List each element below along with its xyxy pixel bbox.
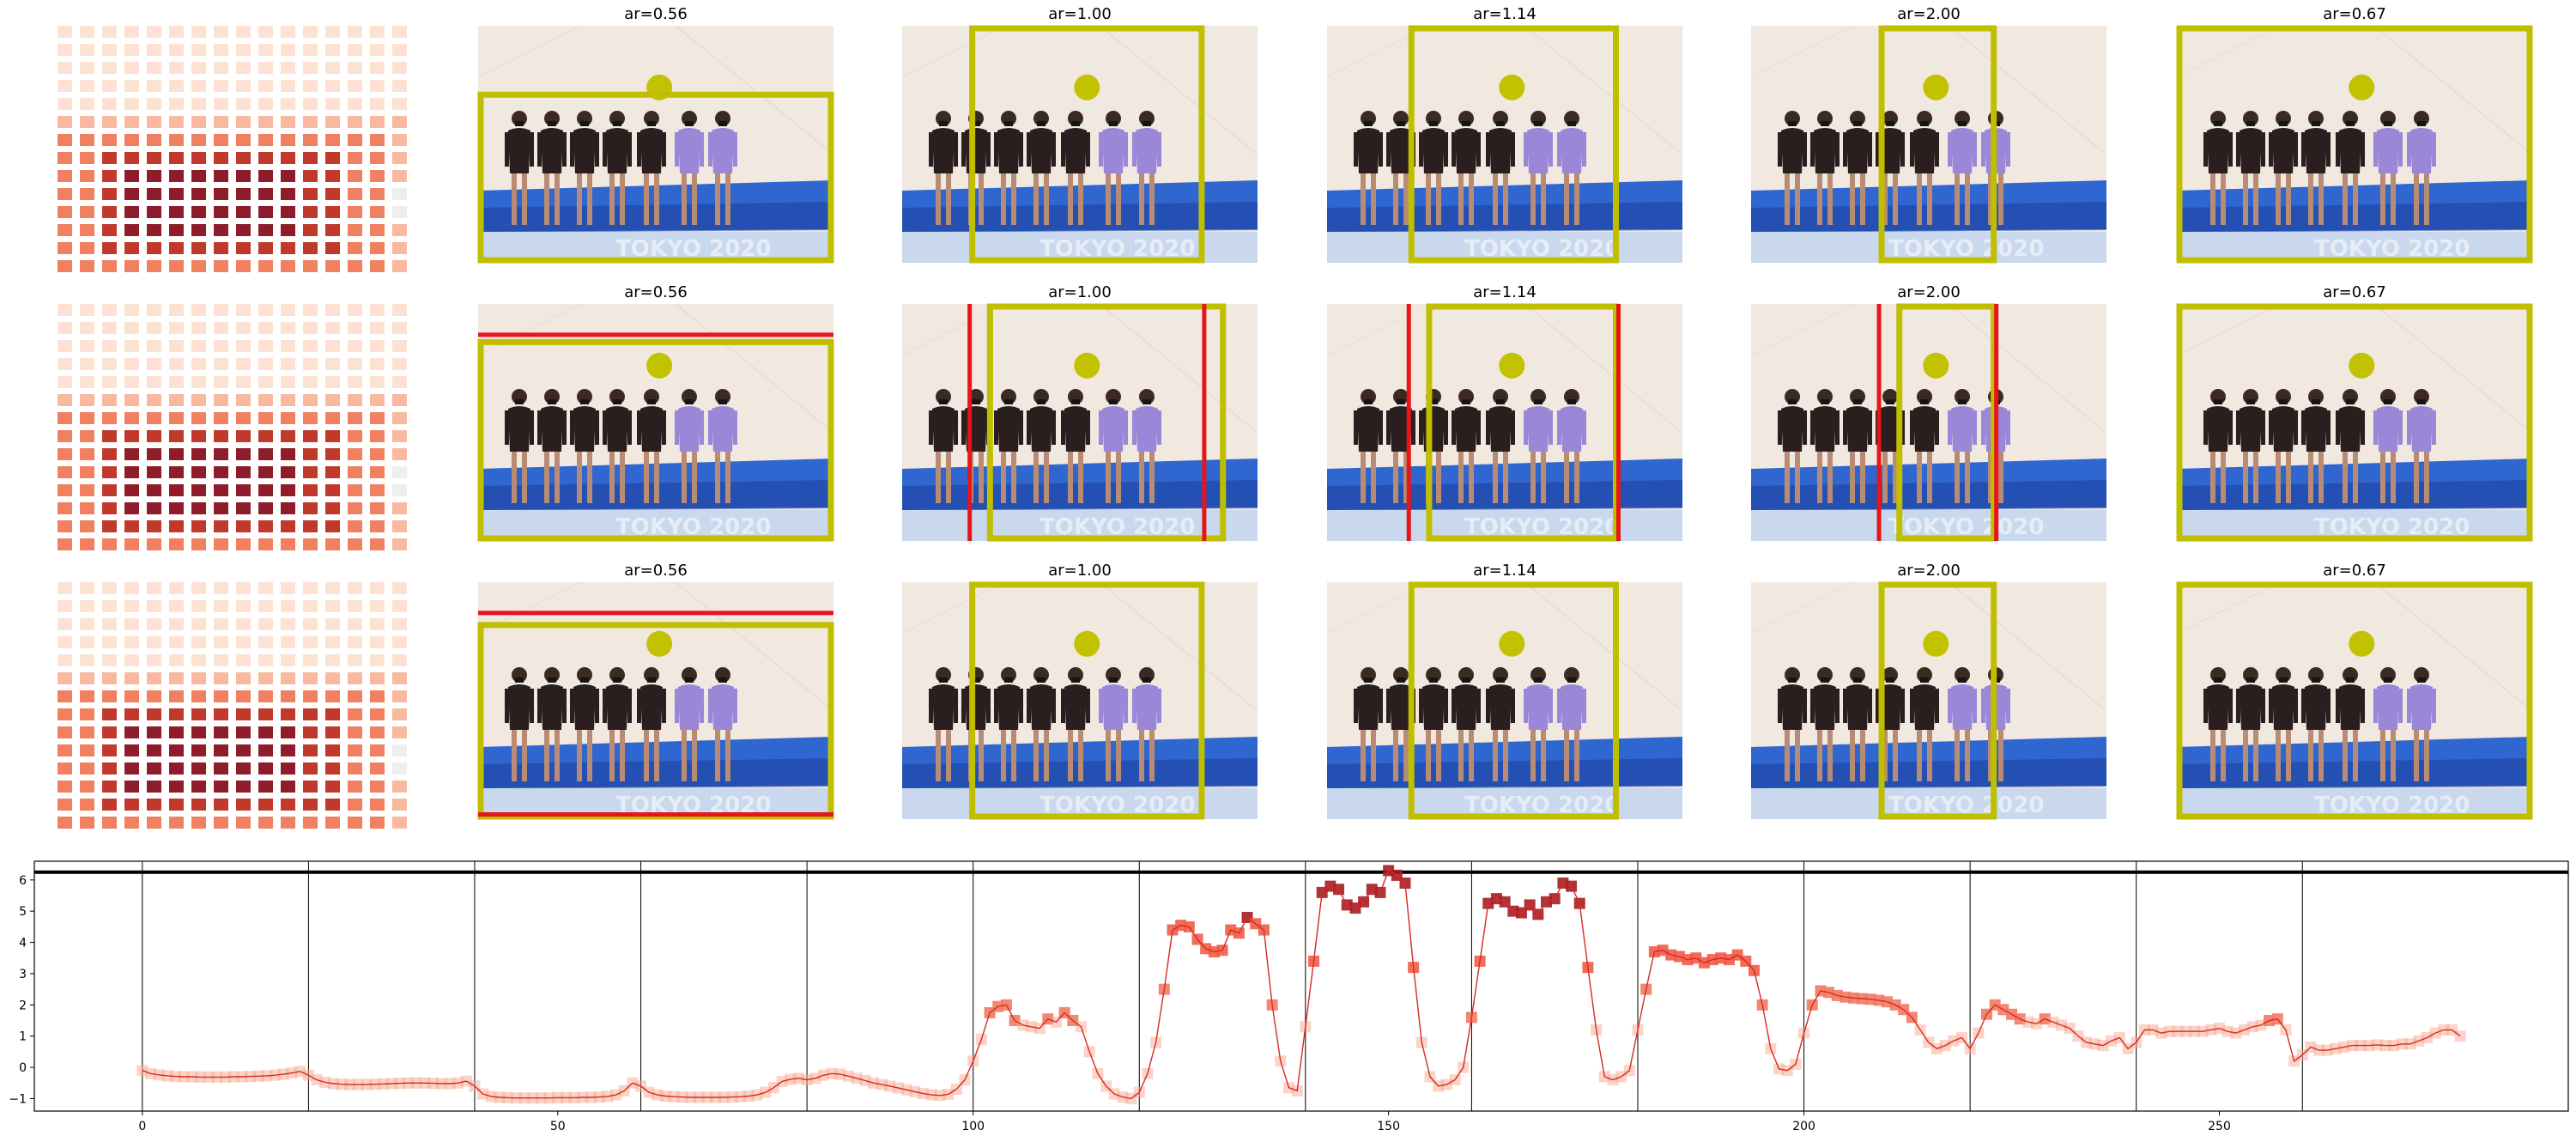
- y-tick-label: 0: [19, 1061, 27, 1075]
- crop-box: [969, 25, 1205, 264]
- gymnastics-team-photo: TOKYO 2020: [1327, 582, 1682, 819]
- gymnastics-team-photo: TOKYO 2020: [1327, 26, 1682, 263]
- salience-dot: [1074, 74, 1100, 100]
- panel-title: ar=0.67: [2323, 283, 2386, 301]
- panel-title: ar=1.14: [1473, 5, 1537, 23]
- salience-dot: [1923, 630, 1949, 657]
- salience-heatmap-icon: [58, 304, 407, 550]
- panel-title: ar=0.67: [2323, 562, 2386, 580]
- crop-panel: ar=2.00 TOKYO 2020: [1751, 283, 2106, 542]
- crop-box: [2176, 303, 2533, 542]
- salience-line-chart: 0 50 100 150 200 250 −1 0 1 2 3 4 5 6: [9, 860, 2569, 1133]
- gymnastics-team-photo: TOKYO 2020: [1327, 304, 1682, 541]
- salience-dot: [2349, 630, 2375, 657]
- salience-heatmap-icon: [58, 26, 407, 272]
- y-tick-label: 3: [19, 968, 27, 981]
- crop-box: [1878, 581, 1997, 820]
- salience-dot: [2349, 74, 2375, 100]
- gymnastics-team-photo: TOKYO 2020: [902, 582, 1258, 819]
- y-tick-label: 4: [19, 937, 27, 951]
- crop-box: [986, 303, 1227, 542]
- crop-panel: ar=0.56 TOKYO 2020: [477, 5, 834, 264]
- x-tick-label: 200: [1792, 1120, 1815, 1133]
- salience-dot: [1074, 630, 1100, 657]
- gymnastics-team-photo: TOKYO 2020: [2177, 582, 2532, 819]
- crop-box: [969, 581, 1205, 820]
- y-tick-label: −1: [9, 1092, 27, 1106]
- panel-title: ar=1.14: [1473, 283, 1537, 301]
- crop-panel: ar=1.14 TOKYO 2020: [1327, 562, 1682, 820]
- y-tick-label: 5: [19, 905, 27, 919]
- gymnastics-team-photo: TOKYO 2020: [902, 26, 1258, 263]
- salience-dot: [2349, 352, 2375, 379]
- gymnastics-team-photo: TOKYO 2020: [478, 582, 833, 819]
- salience-dot: [1499, 352, 1525, 379]
- panel-title: ar=1.00: [1048, 5, 1112, 23]
- crop-box: [477, 338, 834, 542]
- y-tick-label: 2: [19, 999, 27, 1012]
- gymnastics-team-photo: TOKYO 2020: [2177, 304, 2532, 541]
- crop-panel: ar=1.00 TOKYO 2020: [902, 5, 1258, 264]
- y-tick-label: 6: [19, 874, 27, 888]
- x-tick-label: 150: [1377, 1120, 1400, 1133]
- salience-heatmap-icon: [58, 582, 407, 829]
- plot-frame: [33, 860, 2569, 1112]
- gymnastics-team-photo: TOKYO 2020: [1751, 582, 2106, 819]
- crop-panel: ar=2.00 TOKYO 2020: [1751, 562, 2106, 820]
- x-tick-label: 250: [2208, 1120, 2231, 1133]
- salience-dot: [1499, 630, 1525, 657]
- crop-panel: ar=2.00 TOKYO 2020: [1751, 5, 2106, 264]
- crop-box: [1878, 25, 1997, 264]
- salience-dot: [1074, 352, 1100, 379]
- x-tick-label: 50: [550, 1120, 566, 1133]
- crop-box: [2176, 25, 2533, 264]
- crop-box: [1426, 303, 1619, 542]
- panel-title: ar=2.00: [1897, 562, 1961, 580]
- crop-panel: ar=0.67 TOKYO 2020: [2176, 283, 2533, 542]
- crop-panel: ar=1.14 TOKYO 2020: [1327, 5, 1682, 264]
- gymnastics-team-photo: TOKYO 2020: [1751, 26, 2106, 263]
- panel-title: ar=2.00: [1897, 5, 1961, 23]
- crop-box: [2176, 581, 2533, 820]
- crop-panel: ar=1.00 TOKYO 2020: [902, 562, 1258, 820]
- salience-dot: [1923, 352, 1949, 379]
- series-line: [142, 869, 2461, 1100]
- x-tick-label: 0: [138, 1120, 146, 1133]
- salience-dot: [646, 630, 673, 657]
- gymnastics-team-photo: TOKYO 2020: [2177, 26, 2532, 263]
- panel-title: ar=1.14: [1473, 562, 1537, 580]
- panel-title: ar=0.67: [2323, 5, 2386, 23]
- series-group: [136, 865, 2466, 1104]
- crop-box: [1896, 303, 1997, 542]
- x-tick-label: 100: [961, 1120, 985, 1133]
- crop-box: [477, 91, 834, 264]
- crop-panel: ar=0.56 TOKYO 2020: [477, 562, 834, 820]
- crop-panel: ar=0.67 TOKYO 2020: [2176, 562, 2533, 820]
- panel-title: ar=2.00: [1897, 283, 1961, 301]
- crop-box: [477, 622, 834, 820]
- panel-title: ar=0.56: [624, 283, 688, 301]
- panel-title: ar=1.00: [1048, 283, 1112, 301]
- crop-box: [1408, 25, 1619, 264]
- crop-box: [1408, 581, 1619, 820]
- gymnastics-team-photo: TOKYO 2020: [1751, 304, 2106, 541]
- crop-panel: ar=0.67 TOKYO 2020: [2176, 5, 2533, 264]
- salience-dot: [646, 352, 673, 379]
- salience-dot: [1499, 74, 1525, 100]
- panel-title: ar=0.56: [624, 562, 688, 580]
- panel-title: ar=1.00: [1048, 562, 1112, 580]
- panel-title: ar=0.56: [624, 5, 688, 23]
- salience-dot: [1923, 74, 1949, 100]
- gymnastics-team-photo: TOKYO 2020: [478, 26, 833, 263]
- crop-panel: ar=1.14 TOKYO 2020: [1327, 283, 1682, 542]
- y-tick-label: 1: [19, 1030, 27, 1044]
